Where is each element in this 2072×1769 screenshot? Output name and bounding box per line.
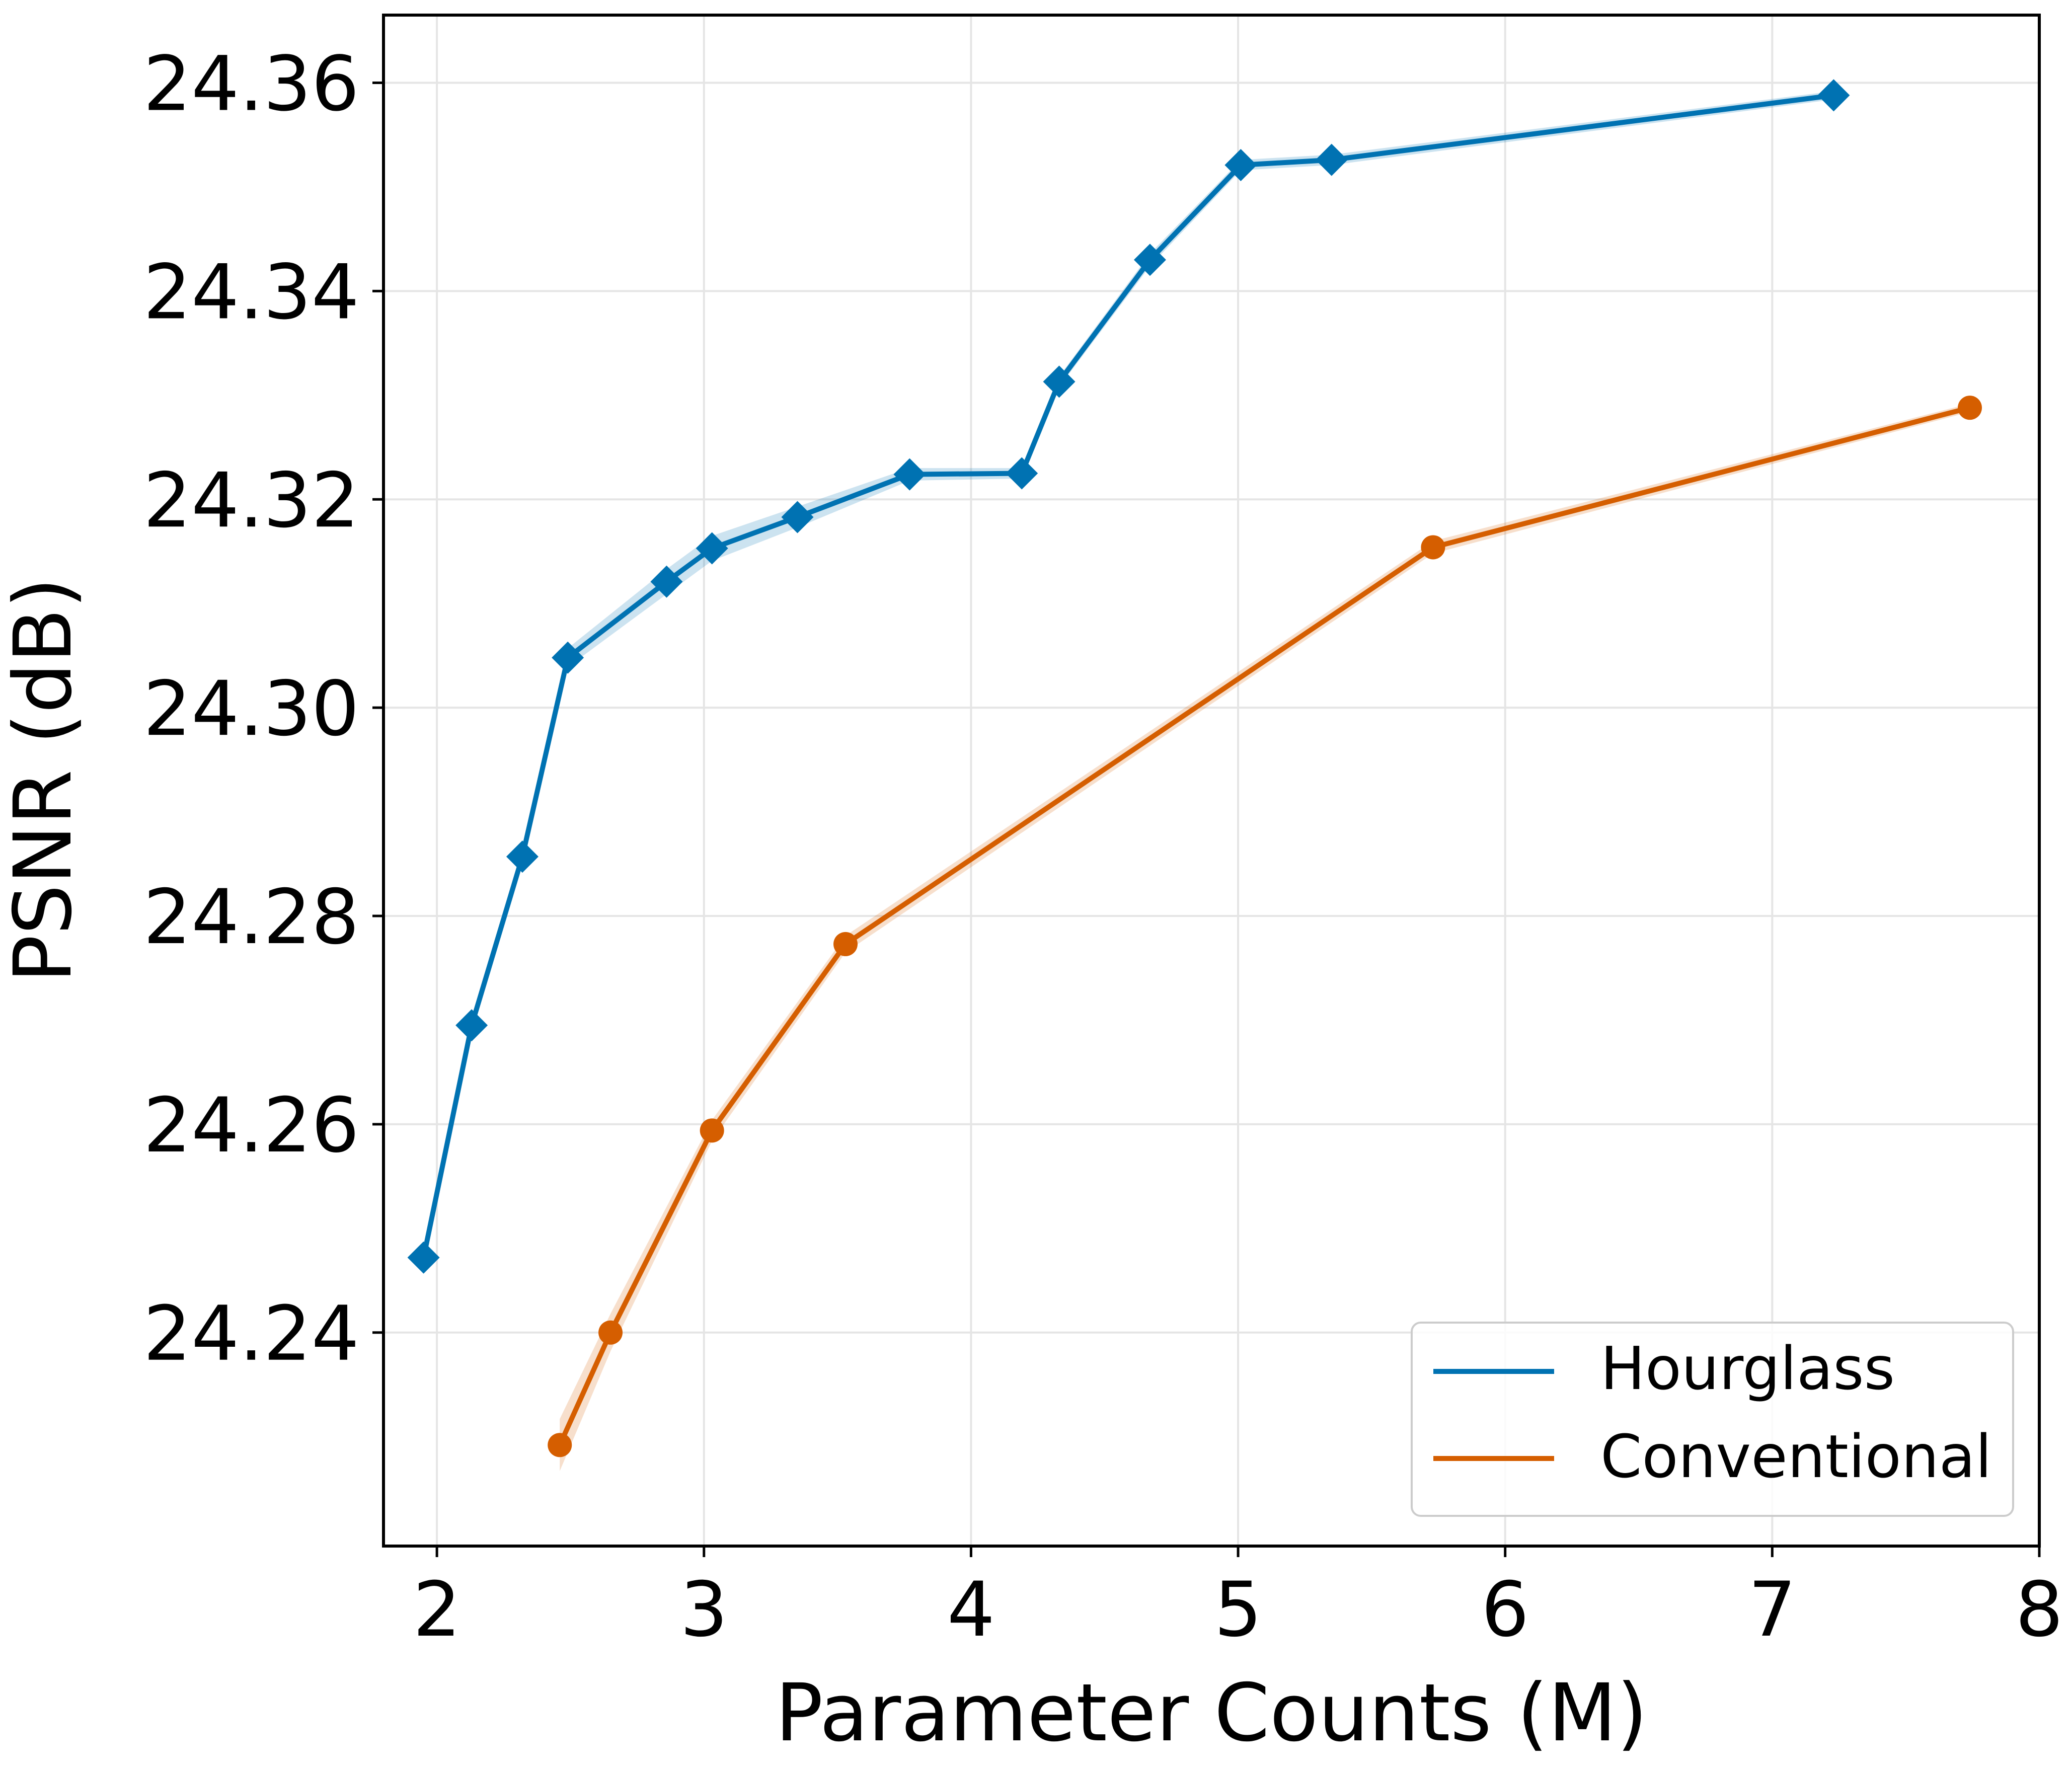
plot-frame	[382, 14, 2041, 1548]
point-conventional	[700, 1118, 724, 1143]
y-tick-label: 24.28	[143, 874, 359, 961]
point-hourglass	[552, 641, 584, 674]
point-hourglass	[1315, 143, 1348, 176]
x-tick-label: 8	[2015, 1566, 2063, 1654]
line-conventional	[557, 405, 1971, 1446]
point-conventional	[1421, 535, 1445, 560]
point-hourglass	[1817, 79, 1850, 112]
point-conventional	[548, 1433, 572, 1457]
y-tick-label: 24.26	[143, 1082, 359, 1170]
point-hourglass	[696, 532, 728, 565]
point-conventional	[598, 1320, 623, 1345]
series-lines	[421, 93, 1971, 1446]
x-axis-label: Parameter Counts (M)	[775, 1667, 1648, 1759]
y-tick-label: 24.34	[143, 249, 359, 336]
x-tick-label: 4	[947, 1566, 995, 1654]
legend-label-hourglass: Hourglass	[1600, 1334, 1895, 1403]
legend-label-conventional: Conventional	[1600, 1422, 1992, 1491]
x-tick-label: 2	[413, 1566, 461, 1654]
point-hourglass	[506, 840, 539, 873]
x-axis-ticks: 2 3 4 5 6 7 8	[413, 1546, 2063, 1654]
point-hourglass	[650, 565, 683, 598]
series-markers	[407, 79, 1982, 1457]
point-hourglass	[1006, 457, 1038, 490]
point-hourglass	[893, 458, 926, 491]
point-hourglass	[781, 501, 814, 533]
legend-box	[1411, 1322, 2014, 1517]
y-axis-label: PSNR (dB)	[0, 577, 90, 983]
line-hourglass	[421, 93, 1834, 1258]
x-tick-label: 7	[1748, 1566, 1796, 1654]
y-axis-ticks: 24.24 24.26 24.28 24.30 24.32 24.34 24.36	[143, 41, 383, 1378]
y-tick-label: 24.32	[143, 457, 359, 545]
y-tick-label: 24.36	[143, 41, 359, 128]
x-tick-label: 6	[1481, 1566, 1529, 1654]
y-tick-label: 24.30	[143, 665, 359, 753]
x-tick-label: 5	[1214, 1566, 1262, 1654]
point-conventional	[833, 932, 858, 956]
point-hourglass	[1043, 365, 1076, 398]
point-hourglass	[455, 1009, 488, 1042]
y-tick-label: 24.24	[143, 1290, 359, 1378]
point-hourglass	[1224, 148, 1257, 181]
legend: Hourglass Conventional	[1411, 1322, 2014, 1517]
x-tick-label: 3	[680, 1566, 728, 1654]
point-hourglass	[1133, 244, 1166, 276]
point-hourglass	[407, 1241, 440, 1274]
grid	[383, 15, 2040, 1546]
point-conventional	[1958, 396, 1982, 420]
